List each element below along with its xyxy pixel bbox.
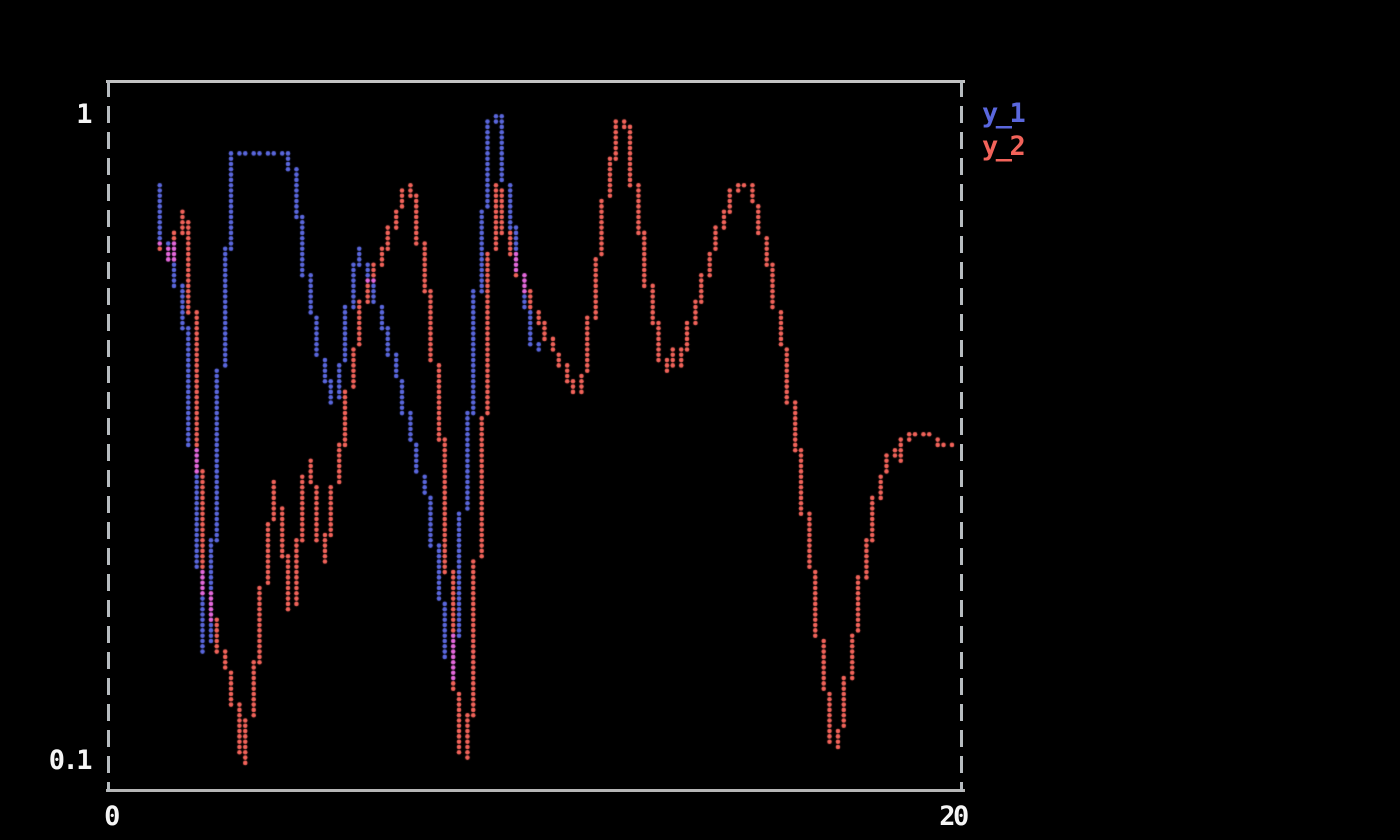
x-axis-tick-max: 20: [939, 801, 969, 832]
y-axis-tick-min: 0.1: [48, 745, 93, 776]
y-axis-tick-max: 1: [76, 99, 92, 130]
legend-item-y2: y_2: [982, 131, 1026, 162]
x-axis-tick-min: 0: [104, 801, 120, 832]
legend-item-y1: y_1: [982, 98, 1026, 129]
legend: y_1 y_2: [982, 97, 1026, 163]
